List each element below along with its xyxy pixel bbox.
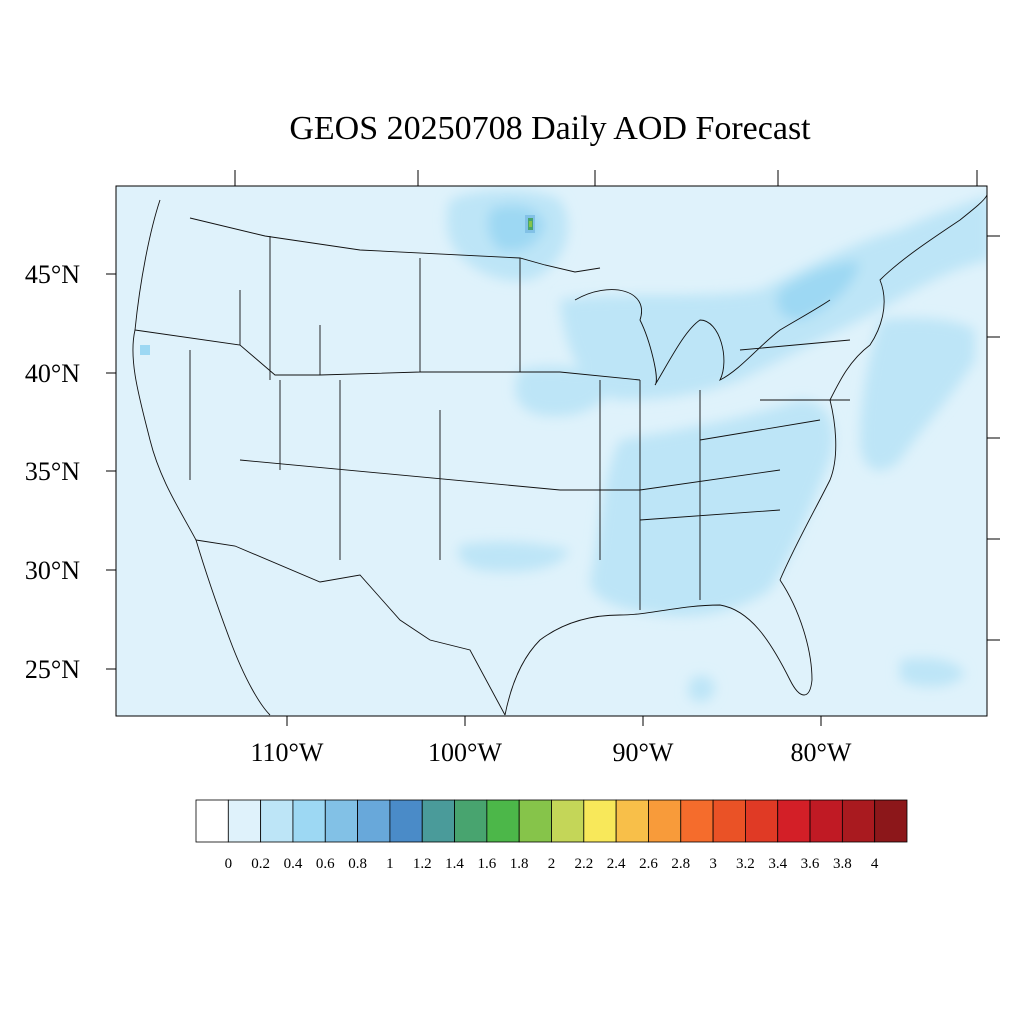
colorbar-tick-label: 0.2	[251, 856, 270, 872]
aod-region-northeast	[560, 196, 987, 400]
colorbar-tick-label: 1.8	[510, 856, 529, 872]
map-title: GEOS 20250708 Daily AOD Forecast	[289, 110, 811, 147]
great-lakes	[574, 289, 831, 386]
aod-peak-max	[529, 221, 532, 227]
aod-region-gulf	[688, 675, 715, 702]
colorbar-tick-label: 3.4	[768, 856, 787, 872]
lon-tick-group: 110°W 100°W 90°W 80°W	[234, 170, 978, 767]
aod-region-texas-band	[458, 541, 570, 572]
colorbar-tick-label: 2	[548, 856, 556, 872]
lat-tick-label: 40°N	[25, 359, 80, 388]
coast-pacific	[132, 199, 271, 716]
aod-region-lake-ontario	[776, 261, 860, 320]
map-frame	[115, 185, 988, 717]
colorbar-swatch	[195, 799, 229, 843]
aod-region-caribbean	[900, 658, 965, 687]
colorbar-tick-label: 0.6	[316, 856, 335, 872]
colorbar-swatch	[841, 799, 876, 843]
aod-region-atlantic	[860, 318, 975, 471]
map-boundaries	[132, 194, 987, 716]
colorbar-tick-label: 1	[386, 856, 394, 872]
colorbar-tick-label: 3.6	[801, 856, 820, 872]
colorbar-swatch	[518, 799, 552, 843]
state-lines-west	[134, 236, 561, 560]
colorbar-tick-label: 3.2	[736, 856, 755, 872]
lat-tick-label: 25°N	[25, 655, 80, 684]
colorbar-tick-label: 2.4	[607, 856, 626, 872]
colorbar-swatch	[648, 799, 682, 843]
colorbar-tick-label: 1.6	[477, 856, 496, 872]
lon-tick-label: 100°W	[428, 738, 502, 767]
colorbar-tick-label: 1.2	[413, 856, 432, 872]
colorbar-swatch	[357, 799, 391, 843]
colorbar-tick-label: 3	[709, 856, 717, 872]
lat-tick-label: 35°N	[25, 457, 80, 486]
lat-tick-group: 45°N 40°N 35°N 30°N 25°N	[25, 235, 1000, 684]
aod-spot-california	[140, 345, 150, 355]
colorbar-tick-label: 2.8	[671, 856, 690, 872]
colorbar-tick-label: 0	[225, 856, 233, 872]
colorbar-swatch	[680, 799, 714, 843]
colorbar-swatch	[583, 799, 617, 843]
colorbar: 0 0.2 0.4 0.6 0.8 1 1.2 1.4 1.6 1.8 2 2.2 2.4 2.6 2.8 3…	[195, 799, 908, 872]
coast-gulf	[504, 579, 813, 716]
colorbar-swatch	[260, 799, 294, 843]
colorbar-swatch	[421, 799, 455, 843]
colorbar-tick-label: 0.8	[348, 856, 367, 872]
lon-tick-label: 80°W	[791, 738, 852, 767]
lat-tick-label: 30°N	[25, 556, 80, 585]
colorbar-swatch	[454, 799, 488, 843]
aod-region-southeast	[590, 400, 834, 617]
colorbar-swatch	[809, 799, 843, 843]
colorbar-swatch	[551, 799, 585, 843]
aod-region-midwest	[515, 366, 610, 417]
colorbar-tick-label: 2.2	[574, 856, 593, 872]
lon-tick-label: 110°W	[251, 738, 324, 767]
colorbar-tick-label: 2.6	[639, 856, 658, 872]
colorbar-tick-label: 3.8	[833, 856, 852, 872]
colorbar-swatch	[615, 799, 649, 843]
state-lines-east	[520, 339, 851, 610]
colorbar-swatch	[292, 799, 326, 843]
colorbar-swatch	[486, 799, 520, 843]
border-mexico	[195, 539, 506, 716]
colorbar-tick-label: 0.4	[284, 856, 303, 872]
colorbar-swatch	[874, 799, 908, 843]
colorbar-swatch	[227, 799, 262, 843]
coast-atlantic	[779, 194, 987, 581]
aod-field	[140, 190, 987, 702]
colorbar-tick-label: 1.4	[445, 856, 464, 872]
colorbar-swatch	[777, 799, 811, 843]
colorbar-swatch	[745, 799, 779, 843]
colorbar-swatch	[712, 799, 746, 843]
colorbar-swatch	[389, 799, 423, 843]
lat-tick-label: 45°N	[25, 260, 80, 289]
colorbar-tick-label: 4	[871, 856, 879, 872]
colorbar-swatch	[324, 799, 358, 843]
lon-tick-label: 90°W	[613, 738, 674, 767]
